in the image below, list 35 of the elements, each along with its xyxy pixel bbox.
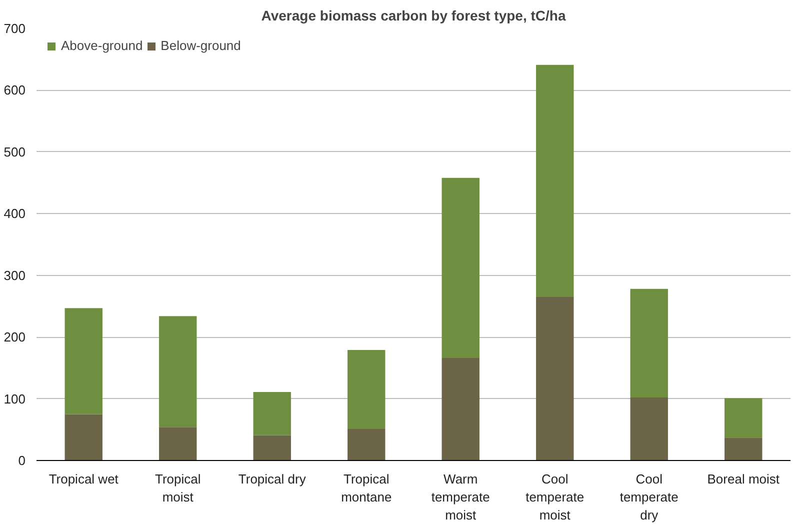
x-tick-label: Boreal moist: [707, 472, 780, 486]
y-tick-label: 300: [4, 268, 26, 283]
x-tick-label: Tropical moist: [155, 472, 201, 504]
legend-label: Below-ground: [160, 38, 241, 53]
y-tick-label: 400: [4, 206, 26, 222]
bar: [348, 350, 386, 430]
bar: [630, 398, 668, 460]
bar: [64, 414, 102, 460]
x-tick-label: Tropical wet: [48, 472, 119, 486]
bar: [442, 178, 480, 358]
bar: [724, 398, 762, 438]
bar: [630, 288, 668, 398]
x-tick-label: Cool temperate moist: [526, 472, 584, 522]
x-tick-label: Tropical dry: [238, 472, 306, 486]
chart-title: Average biomass carbon by forest type, tC/ha: [261, 8, 566, 24]
bar: [724, 438, 762, 460]
bar: [442, 358, 480, 460]
y-tick-label: 700: [4, 21, 26, 36]
y-tick-label: 100: [4, 391, 26, 406]
y-tick-label: 0: [18, 453, 26, 468]
y-tick-label: 200: [4, 330, 26, 345]
y-tick-label: 600: [4, 82, 26, 98]
bar: [536, 64, 574, 297]
x-tick-label: Tropical montane: [341, 472, 392, 504]
bar: [64, 308, 102, 414]
bar: [536, 296, 574, 460]
bar: [159, 427, 197, 460]
bar: [253, 392, 291, 436]
y-tick-label: 500: [4, 144, 26, 160]
x-tick-label: Warm temperate moist: [431, 472, 490, 522]
bar: [253, 435, 291, 460]
bar: [348, 429, 386, 460]
bar: [159, 316, 197, 428]
x-tick-label: Cool temperate dry: [620, 472, 678, 522]
legend-label: Above-ground: [61, 38, 143, 53]
